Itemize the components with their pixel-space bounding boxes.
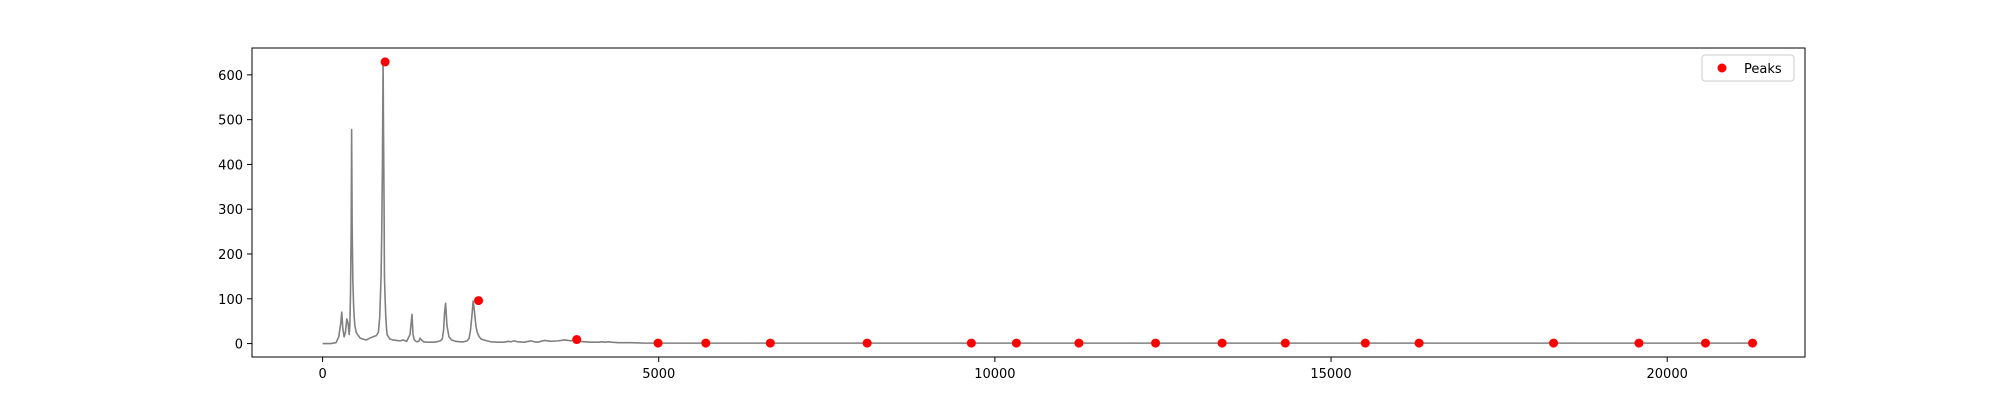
plot-series-group xyxy=(322,57,1758,348)
peak-point xyxy=(1549,338,1559,348)
y-tick-label: 300 xyxy=(218,203,243,218)
peak-point xyxy=(862,338,872,348)
peak-point xyxy=(1360,338,1370,348)
peak-point xyxy=(1748,338,1758,348)
peak-point xyxy=(653,338,663,348)
y-tick-label: 600 xyxy=(218,69,243,84)
peak-point xyxy=(1011,338,1021,348)
peak-point xyxy=(701,338,711,348)
legend-peaks-marker xyxy=(1717,63,1727,73)
x-tick-label: 10000 xyxy=(974,367,1015,382)
x-tick-label: 20000 xyxy=(1647,367,1688,382)
peak-point xyxy=(1701,338,1711,348)
x-tick-label: 0 xyxy=(318,367,326,382)
peak-point xyxy=(765,338,775,348)
x-tick-label: 15000 xyxy=(1310,367,1351,382)
plot-frame xyxy=(251,47,1806,358)
peak-point xyxy=(1634,338,1644,348)
y-tick-label: 100 xyxy=(218,293,243,308)
spectrum-line xyxy=(322,61,1755,345)
peak-point xyxy=(1414,338,1424,348)
peak-point xyxy=(1217,338,1227,348)
x-tick-label: 5000 xyxy=(642,367,675,382)
peak-point xyxy=(1280,338,1290,348)
legend-peaks-label: Peaks xyxy=(1744,62,1782,77)
legend-box xyxy=(1701,54,1795,82)
peak-point xyxy=(474,296,484,306)
peak-point xyxy=(966,338,976,348)
peak-point xyxy=(380,57,390,67)
y-tick-label: 400 xyxy=(218,158,243,173)
peak-point xyxy=(1151,338,1161,348)
y-tick-label: 0 xyxy=(235,338,243,353)
peak-point xyxy=(572,335,582,345)
peak-point xyxy=(1074,338,1084,348)
y-tick-label: 200 xyxy=(218,248,243,263)
y-tick-label: 500 xyxy=(218,114,243,129)
